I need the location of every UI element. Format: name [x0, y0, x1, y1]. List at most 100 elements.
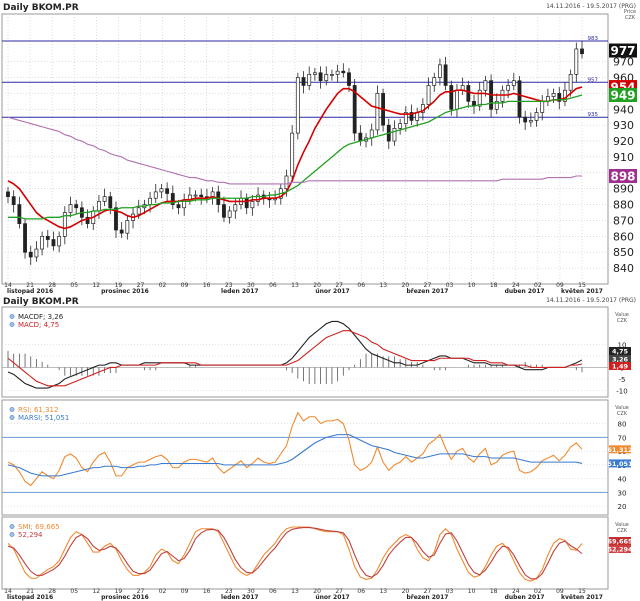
candle-body	[426, 85, 431, 105]
candle-body	[153, 191, 158, 199]
candle-body	[369, 129, 374, 139]
candle-body	[330, 74, 334, 76]
rsi-series-line	[7, 411, 583, 487]
candle-body	[534, 112, 539, 121]
price-x-day-label: 30	[247, 282, 255, 289]
bottom-x-month-label: květen 2017	[561, 594, 603, 601]
candle-body	[432, 77, 437, 86]
candle-body	[352, 85, 357, 134]
price-moving-averages	[7, 86, 583, 230]
candle-body	[392, 128, 397, 142]
price-x-day-label: 05	[70, 282, 78, 289]
price-x-month-label: květen 2017	[561, 288, 603, 295]
bottom-x-day-label: 16	[203, 588, 211, 595]
macd-value-label: 3,26	[612, 356, 629, 364]
price-x-day-label: 09	[181, 282, 189, 289]
macd-legend-marker	[9, 314, 15, 319]
candle-body	[580, 48, 584, 55]
price-x-day-label: 21	[26, 282, 34, 289]
rsi-series-line	[7, 434, 583, 477]
candle-body	[466, 85, 471, 102]
macd-series-line	[7, 320, 583, 389]
candle-body	[307, 74, 312, 86]
bottom-x-day-label: 19	[115, 588, 123, 595]
price-x-day-label: 27	[335, 282, 343, 289]
price-tick-label: 930	[613, 119, 634, 132]
price-reference-label: 983	[588, 36, 599, 42]
candle-body	[557, 93, 562, 102]
smi-series-line	[7, 527, 583, 580]
price-x-day-label: 28	[48, 282, 56, 289]
date-range: 14.11.2016 - 19.5.2017 (PRG)	[546, 3, 636, 10]
candle-body	[420, 104, 425, 113]
candle-body	[301, 77, 306, 86]
candle-body	[335, 70, 340, 75]
candle-body	[6, 191, 10, 197]
rsi-panel-frame	[1, 399, 609, 516]
candle-body	[108, 196, 113, 209]
candle-body	[290, 132, 295, 177]
bottom-x-day-label: 06	[357, 588, 365, 595]
candle-body	[312, 72, 317, 75]
candle-body	[227, 210, 232, 218]
candle-body	[551, 93, 556, 97]
price-tick-label: 880	[613, 199, 634, 212]
price-tick-label: 920	[613, 135, 634, 148]
price-x-day-label: 02	[534, 282, 542, 289]
macd-axis-caption-unit: CZK	[617, 318, 628, 324]
macd-value-label: 1,49	[612, 363, 629, 371]
candle-body	[568, 74, 573, 91]
macd-panel-frame	[1, 306, 609, 398]
candle-body	[494, 101, 499, 110]
price-x-day-label: 06	[269, 282, 277, 289]
price-reference-label: 935	[588, 112, 599, 118]
macd-axis-caption: Value	[615, 312, 629, 318]
macd-series-line	[7, 330, 583, 387]
candle-body	[528, 120, 533, 123]
candle-body	[256, 194, 260, 202]
price-x-month-label: únor 2017	[315, 288, 349, 295]
chart-title-lower: Daily BKOM.PR	[3, 297, 79, 307]
rsi-tick-label: 20	[618, 503, 627, 511]
macd-tick-label: 10	[618, 341, 627, 349]
candle-body	[483, 80, 488, 91]
price-y-axis: 8408508608708808909009109209309409509609…	[609, 9, 637, 275]
bottom-x-month-label: březen 2017	[406, 594, 448, 601]
bottom-x-day-label: 15	[578, 588, 586, 595]
candle-body	[415, 112, 420, 121]
last-value-label: 949	[610, 89, 635, 103]
candle-body	[170, 193, 175, 205]
smi-value-badge	[609, 537, 631, 545]
bottom-x-day-label: 13	[291, 588, 299, 595]
candle-body	[176, 204, 181, 209]
x-axis-bottom: 14 21 28 05 12 19 27 02 09 16 23 30 06 13 20 27 06 13 20 27…	[4, 588, 603, 601]
price-tick-label: 870	[613, 214, 634, 227]
bottom-x-day-label: 28	[48, 588, 56, 595]
last-value-badge	[609, 88, 637, 102]
macd-value-label: 4,75	[612, 348, 629, 356]
price-tick-label: 940	[613, 103, 634, 116]
macd-value-badge	[609, 355, 631, 363]
price-x-day-label: 03	[446, 282, 454, 289]
candle-body	[193, 194, 198, 197]
candle-body	[540, 101, 545, 113]
price-tick-label: 860	[613, 230, 634, 243]
price-grid	[2, 14, 608, 284]
bottom-x-day-label: 18	[490, 588, 498, 595]
rsi-value-label: 51,051	[607, 460, 633, 468]
price-x-month-label: listopad 2016	[7, 288, 53, 295]
candle-body	[455, 89, 459, 110]
candle-body	[449, 85, 454, 110]
last-value-badge	[609, 169, 637, 183]
macd-legend-label: MACD; 4,75	[18, 321, 59, 329]
bottom-x-day-label: 27	[335, 588, 343, 595]
bottom-x-day-label: 02	[159, 588, 167, 595]
candle-body	[477, 89, 482, 107]
candle-body	[102, 196, 107, 202]
price-x-day-label: 16	[203, 282, 211, 289]
candle-body	[57, 236, 62, 247]
price-x-day-label: 24	[512, 282, 520, 289]
price-x-month-label: prosinec 2016	[101, 288, 149, 295]
candle-body	[284, 175, 289, 190]
candle-body	[85, 216, 90, 224]
